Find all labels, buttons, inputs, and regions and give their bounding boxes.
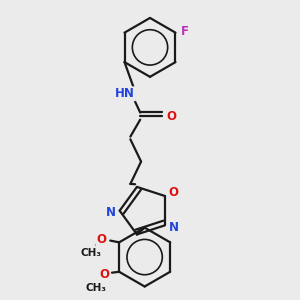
Text: HN: HN [115,87,135,100]
Text: CH₃: CH₃ [80,248,101,258]
Text: O: O [100,268,110,281]
Text: F: F [180,25,188,38]
Text: O: O [169,186,179,199]
Text: O: O [96,233,106,246]
Text: O: O [167,110,176,123]
Text: CH₃: CH₃ [85,283,106,293]
Text: N: N [169,220,179,234]
Text: N: N [106,206,116,219]
